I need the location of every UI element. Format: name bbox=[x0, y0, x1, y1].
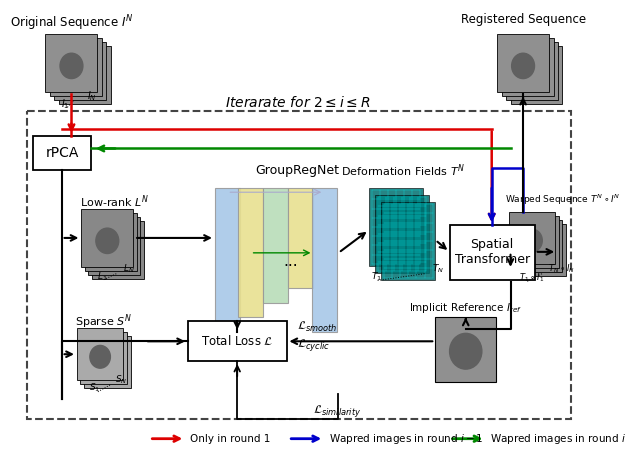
Text: $\mathcal{L}_{cyclic}$: $\mathcal{L}_{cyclic}$ bbox=[297, 337, 330, 353]
Bar bbox=[33, 136, 91, 170]
Bar bbox=[238, 188, 263, 317]
Bar bbox=[512, 216, 559, 268]
Text: $\mathcal{L}_{similarity}$: $\mathcal{L}_{similarity}$ bbox=[314, 403, 362, 419]
Text: $T_1 \circ I_1$: $T_1 \circ I_1$ bbox=[520, 271, 545, 284]
Bar bbox=[188, 321, 287, 361]
Bar bbox=[435, 317, 496, 382]
Bar bbox=[506, 42, 558, 100]
Text: Iterarate for $2 \leq i \leq R$: Iterarate for $2 \leq i \leq R$ bbox=[225, 95, 370, 110]
Text: ...: ... bbox=[284, 254, 298, 269]
Bar bbox=[516, 220, 563, 272]
Text: Implicit Reference $I_{ref}$: Implicit Reference $I_{ref}$ bbox=[409, 301, 522, 315]
Bar bbox=[215, 188, 240, 332]
Text: Registered Sequence: Registered Sequence bbox=[461, 13, 586, 26]
Circle shape bbox=[60, 53, 83, 79]
Text: $L_N$: $L_N$ bbox=[124, 263, 135, 275]
Bar bbox=[81, 332, 127, 384]
Bar bbox=[449, 225, 534, 280]
Text: $I_N$: $I_N$ bbox=[86, 89, 97, 103]
Text: Only in round 1: Only in round 1 bbox=[189, 434, 270, 444]
Bar bbox=[84, 336, 131, 388]
Circle shape bbox=[90, 345, 110, 368]
Bar bbox=[375, 195, 429, 273]
Text: $L_1$: $L_1$ bbox=[97, 271, 107, 283]
Text: $T_1$: $T_1$ bbox=[371, 271, 381, 283]
Bar bbox=[511, 46, 563, 104]
Circle shape bbox=[449, 333, 482, 369]
Bar bbox=[88, 217, 140, 275]
Text: $T_N \circ I_N$: $T_N \circ I_N$ bbox=[548, 263, 575, 275]
Text: $S_1$: $S_1$ bbox=[90, 382, 100, 395]
Text: Warped Sequence $T^N \circ I^N$: Warped Sequence $T^N \circ I^N$ bbox=[505, 193, 621, 207]
Bar bbox=[27, 111, 572, 419]
Bar bbox=[54, 42, 106, 100]
Bar bbox=[509, 212, 556, 264]
Bar bbox=[381, 202, 435, 280]
Text: $I_1$: $I_1$ bbox=[61, 97, 69, 110]
Circle shape bbox=[96, 228, 119, 253]
Bar bbox=[45, 34, 97, 92]
Bar bbox=[312, 188, 337, 332]
Text: Wapred images in round $i-1$: Wapred images in round $i-1$ bbox=[328, 432, 483, 446]
Text: Original Sequence $I^N$: Original Sequence $I^N$ bbox=[10, 13, 133, 33]
Circle shape bbox=[511, 53, 534, 79]
Text: Wapred images in round $i$: Wapred images in round $i$ bbox=[490, 432, 626, 446]
Text: Sparse $S^N$: Sparse $S^N$ bbox=[75, 312, 132, 331]
Text: Deformation Fields $T^N$: Deformation Fields $T^N$ bbox=[341, 162, 465, 178]
Text: Spatial
Transformer: Spatial Transformer bbox=[454, 238, 530, 266]
Text: Low-rank $L^N$: Low-rank $L^N$ bbox=[81, 194, 150, 211]
Bar bbox=[50, 38, 102, 96]
Bar bbox=[497, 34, 549, 92]
Bar bbox=[81, 209, 133, 267]
Text: $\mathcal{L}_{smooth}$: $\mathcal{L}_{smooth}$ bbox=[297, 321, 338, 335]
Text: Total Loss $\mathcal{L}$: Total Loss $\mathcal{L}$ bbox=[201, 334, 273, 348]
Text: $T_N$: $T_N$ bbox=[431, 263, 444, 275]
Bar bbox=[92, 221, 144, 279]
Bar bbox=[288, 188, 314, 288]
Text: GroupRegNet: GroupRegNet bbox=[255, 164, 339, 177]
Bar bbox=[502, 38, 554, 96]
Text: $S_N$: $S_N$ bbox=[115, 373, 127, 385]
Bar bbox=[369, 188, 422, 266]
Text: rPCA: rPCA bbox=[45, 146, 79, 160]
Circle shape bbox=[522, 229, 542, 252]
Bar bbox=[263, 188, 288, 302]
Bar bbox=[520, 224, 566, 276]
Bar bbox=[59, 46, 111, 104]
Bar bbox=[85, 213, 137, 271]
Bar bbox=[77, 328, 124, 380]
